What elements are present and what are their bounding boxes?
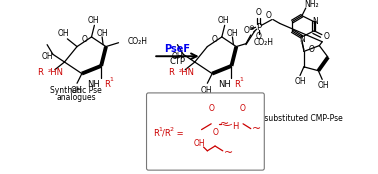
- Text: O: O: [265, 11, 271, 20]
- Text: CO₂H: CO₂H: [254, 38, 274, 47]
- Text: R: R: [168, 68, 174, 77]
- Text: R: R: [104, 80, 110, 89]
- Text: O: O: [256, 32, 262, 41]
- Text: OH: OH: [227, 29, 238, 38]
- Text: OH: OH: [318, 81, 329, 90]
- Text: ~: ~: [224, 148, 233, 158]
- Text: NH: NH: [218, 80, 231, 89]
- Text: N: N: [313, 17, 318, 26]
- Text: P: P: [256, 23, 261, 32]
- Text: NH: NH: [87, 80, 100, 89]
- Text: R: R: [153, 129, 159, 138]
- FancyBboxPatch shape: [147, 93, 264, 170]
- Text: OH: OH: [58, 29, 69, 38]
- Text: 2: 2: [170, 126, 174, 132]
- Text: O: O: [244, 26, 250, 35]
- Text: N7: N7: [253, 114, 263, 124]
- Text: O: O: [324, 32, 330, 41]
- Text: 1: 1: [239, 77, 243, 82]
- Text: CTP: CTP: [169, 57, 186, 66]
- Text: CO₂H: CO₂H: [127, 37, 147, 46]
- Text: N: N: [299, 35, 305, 44]
- Text: 1: 1: [109, 77, 113, 82]
- Text: substituted CMP-Pse: substituted CMP-Pse: [262, 114, 343, 124]
- Text: R: R: [234, 80, 240, 89]
- Text: /R: /R: [162, 129, 171, 138]
- Text: R: R: [37, 68, 43, 77]
- Text: ~: ~: [252, 124, 261, 134]
- Text: OH: OH: [70, 85, 82, 94]
- Text: ~: ~: [220, 119, 229, 129]
- Text: ⊖: ⊖: [249, 25, 255, 31]
- Text: O: O: [212, 35, 217, 44]
- Text: O: O: [240, 104, 246, 113]
- Text: PseF: PseF: [164, 44, 191, 54]
- Text: OH: OH: [194, 139, 205, 148]
- Text: OH: OH: [88, 16, 99, 25]
- Text: OH: OH: [201, 85, 212, 94]
- Text: NH₂: NH₂: [304, 0, 319, 9]
- Text: O: O: [81, 35, 87, 44]
- Text: ²HN: ²HN: [178, 68, 194, 77]
- Text: O: O: [256, 8, 262, 17]
- Text: O: O: [212, 128, 218, 137]
- Text: ): ): [221, 122, 231, 126]
- Text: OH: OH: [41, 52, 53, 61]
- Text: Synthetic Pse: Synthetic Pse: [50, 86, 102, 96]
- Text: O: O: [309, 45, 314, 54]
- Text: N5/: N5/: [240, 114, 253, 124]
- Text: OH: OH: [294, 77, 306, 86]
- Text: OH: OH: [96, 29, 108, 38]
- Text: OH: OH: [218, 16, 229, 25]
- Text: ²HN: ²HN: [48, 68, 64, 77]
- Text: OH: OH: [172, 52, 183, 61]
- Text: O: O: [208, 104, 214, 113]
- Text: analogues: analogues: [56, 93, 96, 102]
- Text: 1: 1: [158, 126, 162, 132]
- Text: =: =: [174, 129, 183, 138]
- Text: H: H: [232, 122, 239, 131]
